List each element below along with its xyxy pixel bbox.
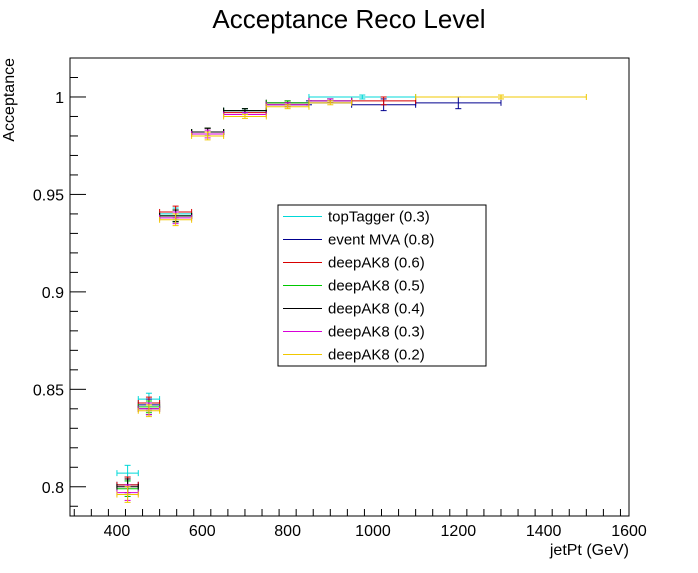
y-tick-label: 0.9 bbox=[42, 285, 64, 302]
data-point bbox=[116, 486, 139, 503]
x-axis-title: jetPt (GeV) bbox=[549, 542, 629, 559]
x-tick-label: 1600 bbox=[611, 523, 647, 540]
legend-label: topTagger (0.3) bbox=[328, 209, 430, 226]
x-tick-label: 400 bbox=[104, 523, 131, 540]
x-tick-label: 1200 bbox=[441, 523, 477, 540]
legend-label: deepAK8 (0.5) bbox=[328, 278, 425, 295]
legend: topTagger (0.3) event MVA (0.8) deepAK8 (0… bbox=[277, 204, 487, 367]
plot-frame-border bbox=[69, 57, 630, 517]
chart-title: Acceptance Reco Level bbox=[212, 4, 485, 34]
data-point bbox=[308, 99, 353, 106]
series-6 bbox=[116, 93, 587, 503]
plot-frame bbox=[69, 57, 630, 517]
x-tick-label: 1000 bbox=[355, 523, 391, 540]
data-point bbox=[223, 113, 267, 120]
legend-label: deepAK8 (0.4) bbox=[328, 301, 425, 318]
x-tick-label: 1400 bbox=[526, 523, 562, 540]
y-axis-title: Acceptance bbox=[1, 58, 18, 142]
data-point bbox=[265, 103, 310, 110]
series-layer bbox=[116, 93, 587, 503]
y-axis: 0.8 0.85 0.9 0.95 1 bbox=[33, 57, 86, 507]
y-tick-label: 1 bbox=[55, 90, 64, 107]
y-tick-label: 0.8 bbox=[42, 480, 64, 497]
legend-label: deepAK8 (0.3) bbox=[328, 324, 425, 341]
x-axis: 400 600 800 1000 1200 1400 1600 bbox=[73, 509, 647, 540]
x-tick-label: 800 bbox=[274, 523, 301, 540]
legend-label: deepAK8 (0.6) bbox=[328, 255, 425, 272]
data-point bbox=[137, 404, 161, 418]
data-point bbox=[159, 213, 193, 227]
legend-label: deepAK8 (0.2) bbox=[328, 347, 425, 364]
y-tick-label: 0.95 bbox=[33, 187, 64, 204]
y-tick-label: 0.85 bbox=[33, 382, 64, 399]
data-point bbox=[415, 93, 587, 100]
legend-label: event MVA (0.8) bbox=[328, 232, 434, 249]
data-point bbox=[191, 131, 225, 141]
x-tick-label: 600 bbox=[189, 523, 216, 540]
